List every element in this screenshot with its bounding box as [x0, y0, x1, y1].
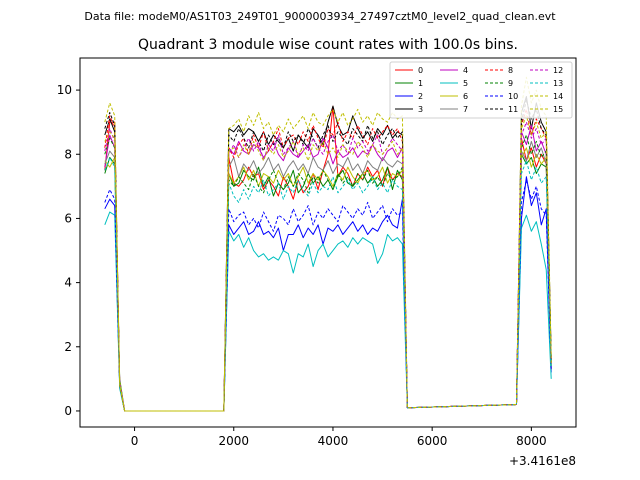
legend-label: 10 — [508, 92, 518, 101]
plot-frame — [79, 57, 577, 428]
series-line-3 — [104, 96, 552, 412]
legend-label: 11 — [508, 105, 518, 114]
y-tick-label: 6 — [64, 211, 72, 225]
x-offset-label: +3.4161e8 — [509, 454, 576, 468]
legend-label: 13 — [553, 79, 563, 88]
series-line-11 — [104, 99, 552, 412]
series-line-2 — [104, 176, 552, 412]
chart-title: Quadrant 3 module wise count rates with … — [138, 37, 518, 53]
legend-label: 0 — [418, 66, 423, 75]
legend-label: 8 — [508, 66, 513, 75]
series-line-10 — [104, 179, 552, 412]
series-line-4 — [104, 124, 552, 412]
series-layer — [104, 76, 552, 412]
legend-label: 14 — [553, 92, 563, 101]
series-line-14 — [104, 76, 552, 412]
series-line-1 — [104, 153, 552, 412]
legend-label: 4 — [463, 66, 468, 75]
series-line-0 — [104, 105, 552, 412]
series-line-9 — [104, 134, 552, 412]
y-tick-label: 0 — [64, 404, 72, 418]
y-tick-label: 2 — [64, 340, 72, 354]
x-tick-label: 4000 — [318, 434, 349, 448]
legend-label: 7 — [463, 105, 468, 114]
series-line-15 — [104, 115, 552, 412]
legend-label: 9 — [508, 79, 513, 88]
legend-label: 3 — [418, 105, 423, 114]
y-tick-label: 4 — [64, 276, 72, 290]
legend-label: 6 — [463, 92, 468, 101]
legend-label: 2 — [418, 92, 423, 101]
legend-label: 15 — [553, 105, 563, 114]
chart-suptitle: Data file: modeM0/AS1T03_249T01_90000039… — [84, 10, 556, 23]
legend-label: 12 — [553, 66, 563, 75]
legend-label: 1 — [418, 79, 423, 88]
x-tick-label: 0 — [131, 434, 139, 448]
legend-label: 5 — [463, 79, 468, 88]
x-tick-label: 2000 — [218, 434, 249, 448]
series-line-7 — [104, 140, 552, 412]
series-line-12 — [104, 121, 552, 412]
series-line-13 — [104, 156, 552, 412]
y-tick-label: 10 — [57, 83, 72, 97]
series-line-5 — [104, 211, 552, 412]
legend-box — [389, 61, 573, 119]
y-axis: 0 2 4 6 8 10 — [57, 83, 80, 418]
y-tick-label: 8 — [64, 147, 72, 161]
x-axis: 0 2000 4000 6000 8000 — [131, 427, 547, 448]
x-tick-label: 8000 — [516, 434, 547, 448]
x-tick-label: 6000 — [417, 434, 448, 448]
series-line-6 — [104, 147, 552, 412]
